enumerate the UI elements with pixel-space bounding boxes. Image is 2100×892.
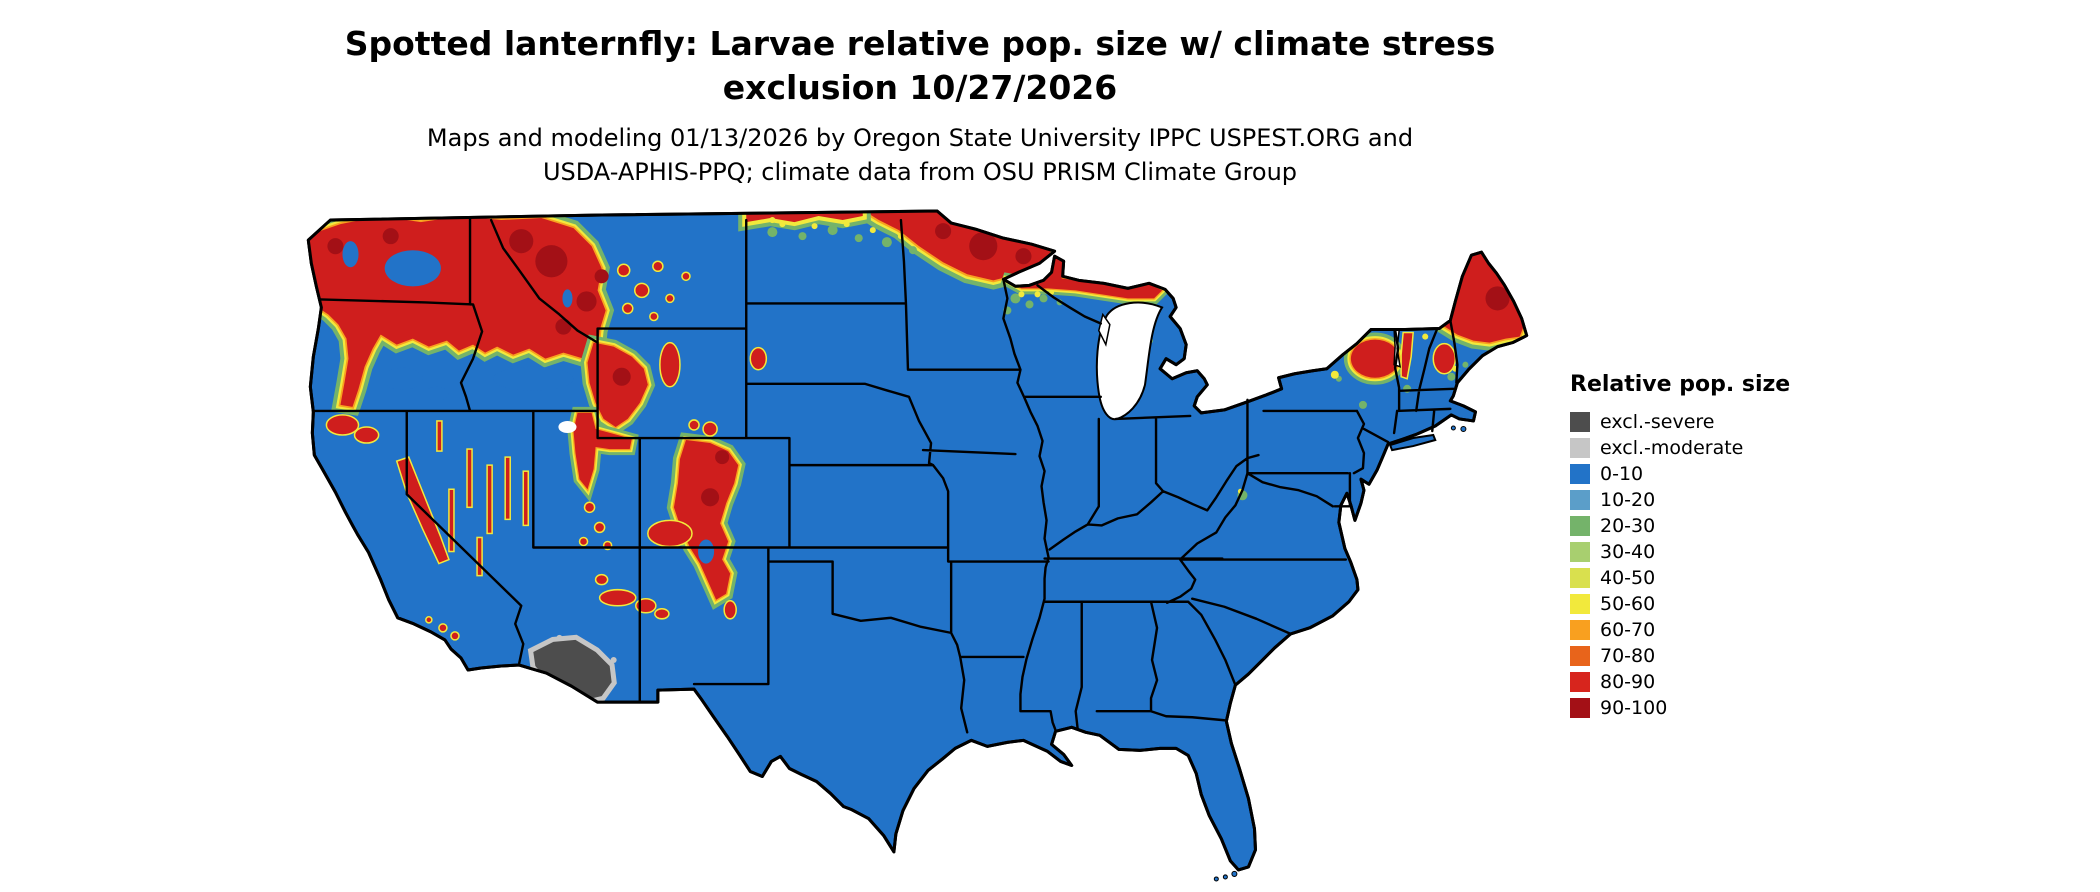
legend-item: 20-30 (1570, 513, 1850, 539)
legend-swatch (1570, 594, 1590, 614)
legend-item-label: 20-30 (1600, 514, 1656, 537)
legend-item-label: 0-10 (1600, 462, 1644, 485)
legend-swatch (1570, 620, 1590, 640)
legend-item: 0-10 (1570, 461, 1850, 487)
long-island (1388, 433, 1437, 452)
legend-title: Relative pop. size (1570, 372, 1791, 397)
florida-key (1231, 870, 1238, 877)
great-lakes (558, 301, 1402, 433)
legend-item: 60-70 (1570, 617, 1850, 643)
legend-items: excl.-severe excl.-moderate 0-10 10-20 20-30… (1570, 409, 1850, 721)
lake-michigan (1095, 301, 1164, 421)
us-map-figure (300, 206, 1536, 889)
legend-item-label: 30-40 (1600, 540, 1656, 563)
great-salt-lake (558, 420, 577, 433)
florida-key (1213, 876, 1219, 882)
title-line-1: Spotted lanternfly: Larvae relative pop.… (344, 24, 1496, 63)
legend-swatch (1570, 698, 1590, 718)
legend-swatch (1570, 542, 1590, 562)
population-raster-layer (308, 211, 1523, 708)
map-legend: Relative pop. size excl.-severe excl.-mod… (1570, 372, 1850, 721)
legend-item: 90-100 (1570, 695, 1850, 721)
legend-item: 30-40 (1570, 539, 1850, 565)
legend-item: 80-90 (1570, 669, 1850, 695)
legend-swatch (1570, 464, 1590, 484)
page-title: Spotted lanternfly: Larvae relative pop.… (0, 22, 1840, 109)
green-bay (1097, 312, 1111, 347)
subtitle-line-1: Maps and modeling 01/13/2026 by Oregon S… (426, 124, 1414, 152)
legend-item: excl.-severe (1570, 409, 1850, 435)
coastal-islands (1213, 425, 1467, 882)
subtitle-line-2: USDA-APHIS-PPQ; climate data from OSU PR… (542, 157, 1298, 186)
legend-item: 10-20 (1570, 487, 1850, 513)
legend-item-label: 70-80 (1600, 644, 1656, 667)
legend-swatch (1570, 646, 1590, 666)
legend-swatch (1570, 490, 1590, 510)
legend-swatch (1570, 672, 1590, 692)
small-high-population-patches (325, 260, 1457, 641)
legend-swatch (1570, 412, 1590, 432)
very-high-population-cores (327, 223, 1510, 507)
legend-item: 50-60 (1570, 591, 1850, 617)
legend-item-label: 60-70 (1600, 618, 1656, 641)
legend-item-label: 50-60 (1600, 592, 1656, 615)
island (1460, 425, 1467, 432)
us-map-svg (306, 209, 1529, 882)
legend-item: 70-80 (1570, 643, 1850, 669)
legend-item-label: excl.-moderate (1600, 436, 1744, 459)
legend-swatch (1570, 568, 1590, 588)
mid-population-speckles-yellow (769, 217, 1459, 494)
legend-item-label: 90-100 (1600, 696, 1668, 719)
legend-item-label: 40-50 (1600, 566, 1656, 589)
legend-item-label: 80-90 (1600, 670, 1656, 693)
legend-swatch (1570, 516, 1590, 536)
legend-item: 40-50 (1570, 565, 1850, 591)
low-population-valleys (342, 241, 715, 564)
island (1450, 425, 1456, 431)
legend-item-label: excl.-severe (1600, 410, 1715, 433)
legend-item: excl.-moderate (1570, 435, 1850, 461)
legend-swatch (1570, 438, 1590, 458)
legend-item-label: 10-20 (1600, 488, 1656, 511)
title-line-2: exclusion 10/27/2026 (722, 67, 1118, 107)
page-subtitle: Maps and modeling 01/13/2026 by Oregon S… (0, 122, 1840, 189)
florida-key (1222, 874, 1228, 880)
